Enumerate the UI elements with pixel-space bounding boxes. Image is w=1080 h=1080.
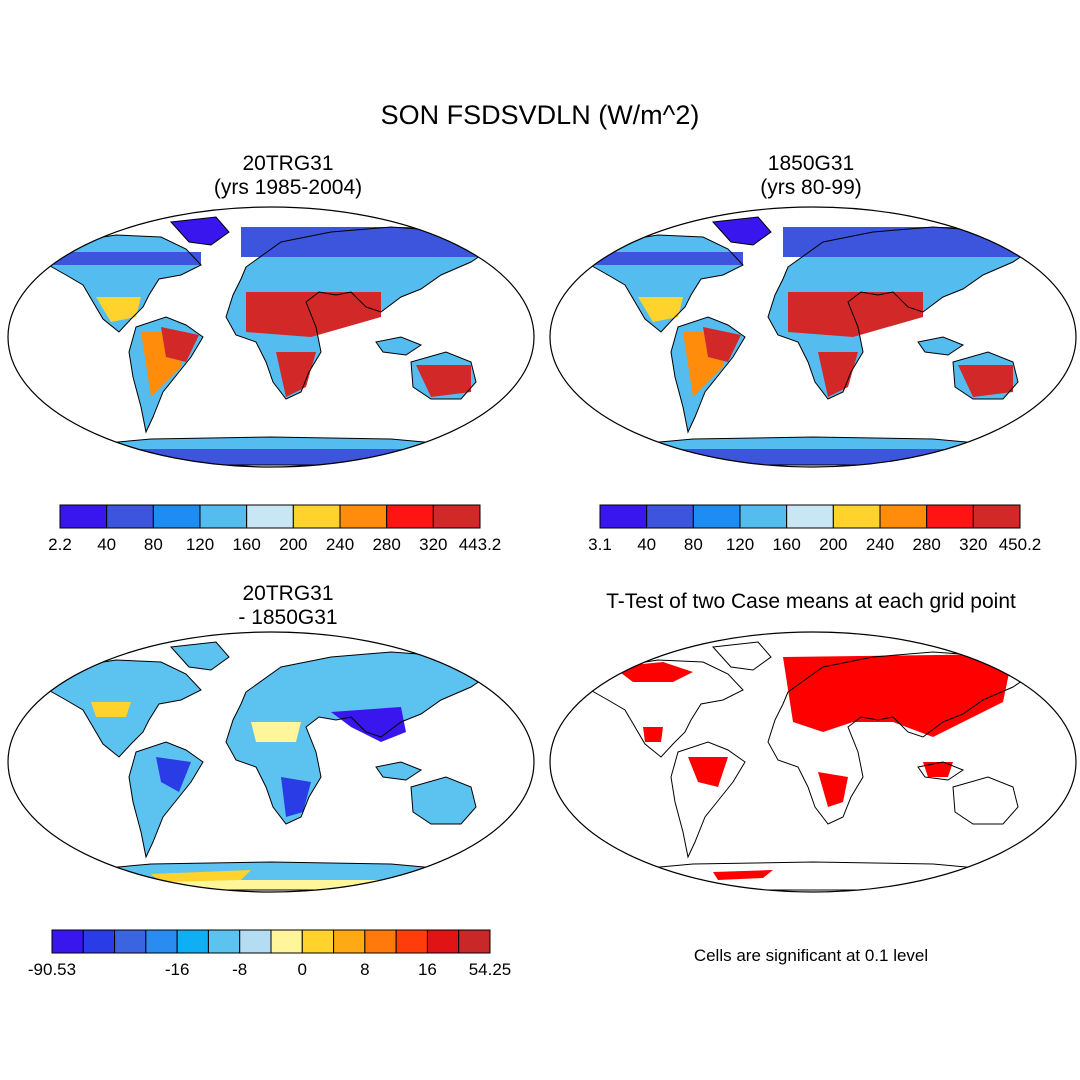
colorbar-bottom-left: -90.53 -16 -8 0 8 16 54.25 — [28, 929, 512, 979]
colorbar-tick-label: 240 — [866, 535, 894, 554]
colorbar-swatch — [646, 504, 694, 529]
colorbar-tick-label: 80 — [144, 535, 163, 554]
colorbar-tick-label: 120 — [186, 535, 214, 554]
colorbar-tick-label: 320 — [959, 535, 987, 554]
panel-title-bottom-left: 20TRG31 - 1850G31 — [18, 582, 558, 630]
colorbar-tick-label: 280 — [372, 535, 400, 554]
colorbar-swatch — [176, 929, 209, 954]
colorbar-swatch — [270, 929, 303, 954]
colorbar-tick-label: 160 — [232, 535, 260, 554]
colorbar-swatch — [386, 504, 434, 529]
colorbar-tick-label: 40 — [637, 535, 656, 554]
colorbar-swatch — [832, 504, 881, 529]
colorbar-swatch — [395, 929, 428, 954]
colorbar-swatch — [145, 929, 178, 954]
colorbar-swatch — [692, 504, 741, 529]
colorbar-swatch — [246, 504, 294, 529]
colorbar-top-right: 3.1 40 80 120 160 200 240 280 320 450.2 — [588, 504, 1042, 554]
colorbar-swatch — [458, 929, 491, 954]
panel-title-line1: 1850G31 — [767, 152, 855, 175]
figure-title: SON FSDSVDLN (W/m^2) — [380, 100, 700, 130]
colorbar-tick-label: 3.1 — [588, 535, 612, 554]
map-panel-top-right — [549, 206, 1077, 468]
colorbar-swatch — [207, 929, 241, 954]
colorbar-swatch — [199, 504, 248, 529]
colorbar-tick-label: 200 — [279, 535, 307, 554]
colorbar-tick-label: -90.53 — [28, 960, 76, 979]
panel-title-bottom-right: T-Test of two Case means at each grid po… — [606, 590, 1016, 613]
colorbar-swatch — [152, 504, 201, 529]
colorbar-swatch — [301, 929, 335, 954]
colorbar-swatch — [82, 929, 116, 954]
colorbar-swatch — [432, 504, 481, 529]
colorbar-tick-label: 160 — [772, 535, 800, 554]
colorbar-tick-label: 320 — [419, 535, 447, 554]
colorbar-swatch — [926, 504, 974, 529]
colorbar-swatch — [239, 929, 272, 954]
colorbar-tick-label: 120 — [726, 535, 754, 554]
colorbar-swatch — [879, 504, 928, 529]
map-panel-bottom-right — [549, 631, 1077, 893]
colorbar-swatch — [786, 504, 834, 529]
colorbar-swatch — [292, 504, 341, 529]
panel-title-line2: (yrs 80-99) — [760, 176, 862, 199]
map-panel-top-left — [7, 206, 535, 468]
colorbar-tick-label: 240 — [326, 535, 354, 554]
colorbar-swatch — [972, 504, 1021, 529]
colorbar-swatch — [114, 929, 147, 954]
colorbar-swatch — [599, 504, 648, 529]
map-panel-bottom-left — [7, 631, 535, 893]
panel-title-line1: 20TRG31 — [242, 152, 334, 175]
colorbar-tick-label: -8 — [232, 960, 247, 979]
colorbar-swatch — [333, 929, 366, 954]
panel-title-top-left: 20TRG31 (yrs 1985-2004) — [18, 152, 558, 200]
significance-note: Cells are significant at 0.1 level — [693, 946, 929, 965]
colorbar-tick-label: 40 — [97, 535, 116, 554]
panel-title-line1: 20TRG31 — [242, 582, 334, 605]
colorbar-swatch — [426, 929, 460, 954]
colorbar-tick-label: 0 — [298, 960, 307, 979]
colorbar-tick-label: 443.2 — [459, 535, 502, 554]
panel-title-line2: - 1850G31 — [238, 606, 338, 629]
colorbar-tick-label: -16 — [165, 960, 190, 979]
colorbar-swatch — [51, 929, 84, 954]
colorbar-tick-label: 80 — [684, 535, 703, 554]
colorbar-swatch — [364, 929, 397, 954]
colorbar-tick-label: 280 — [912, 535, 940, 554]
panel-title-line2: (yrs 1985-2004) — [213, 176, 363, 199]
colorbar-tick-label: 54.25 — [469, 960, 512, 979]
colorbar-top-left: 2.2 40 80 120 160 200 240 280 320 443.2 — [48, 504, 502, 554]
colorbar-swatch — [339, 504, 388, 529]
colorbar-tick-label: 450.2 — [999, 535, 1042, 554]
colorbar-swatch — [739, 504, 788, 529]
panel-title-top-right: 1850G31 (yrs 80-99) — [541, 152, 1080, 200]
colorbar-tick-label: 16 — [418, 960, 437, 979]
colorbar-tick-label: 2.2 — [48, 535, 72, 554]
colorbar-tick-label: 200 — [819, 535, 847, 554]
colorbar-swatch — [59, 504, 108, 529]
colorbar-swatch — [106, 504, 154, 529]
colorbar-tick-label: 8 — [360, 960, 369, 979]
